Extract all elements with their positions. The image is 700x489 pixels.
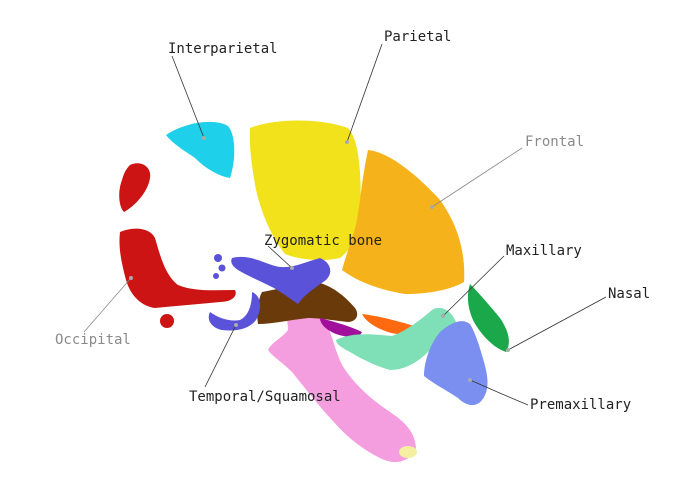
occipital-bone-upper (119, 163, 151, 212)
zygomatic-pin (290, 266, 294, 270)
label-nasal: Nasal (608, 286, 650, 302)
maxillary-pin (441, 314, 445, 318)
temporal-leader (204, 324, 237, 388)
maxillary-bone (336, 307, 456, 370)
occipital-bone-main (119, 228, 236, 308)
premaxillary-bone (424, 321, 488, 406)
label-temporal-squamosal: Temporal/Squamosal (189, 389, 341, 405)
frontal-leader (431, 147, 523, 208)
temporal-pin (234, 323, 238, 327)
interparietal-bone (166, 121, 235, 178)
premaxillary-pin (468, 378, 472, 382)
occipital-leader (83, 277, 132, 333)
zygomatic-arch-lower (208, 292, 261, 331)
zygomatic-leader (267, 245, 293, 269)
zygomatic-fragment-3 (213, 273, 219, 279)
interparietal-pin (202, 136, 206, 140)
zygomatic-bone (231, 256, 331, 304)
orange-bone-piece (362, 314, 414, 334)
parietal-pin (345, 140, 349, 144)
premaxillary-leader (469, 379, 529, 406)
zygomatic-fragment-1 (214, 254, 222, 262)
label-occipital: Occipital (55, 332, 131, 348)
interparietal-leader (171, 55, 205, 139)
label-zygomatic-bone: Zygomatic bone (264, 233, 382, 249)
label-premaxillary: Premaxillary (530, 397, 631, 413)
maxillary-leader (442, 255, 505, 317)
label-frontal: Frontal (525, 134, 584, 150)
nasal-bone (467, 284, 509, 352)
occipital-bone-fragment (160, 314, 174, 328)
temporal-squamosal-bone (268, 306, 416, 463)
magenta-bone-piece (320, 318, 362, 337)
label-maxillary: Maxillary (506, 243, 582, 259)
temporal-tip-fragment (399, 446, 417, 458)
occipital-pin (129, 276, 133, 280)
frontal-bone (342, 150, 465, 294)
parietal-bone (249, 120, 361, 261)
frontal-pin (430, 205, 434, 209)
label-parietal: Parietal (384, 29, 451, 45)
label-interparietal: Interparietal (168, 41, 278, 57)
zygomatic-fragment-2 (218, 264, 226, 272)
nasal-leader (507, 296, 607, 351)
parietal-leader (346, 43, 383, 143)
nasal-pin (506, 348, 510, 352)
